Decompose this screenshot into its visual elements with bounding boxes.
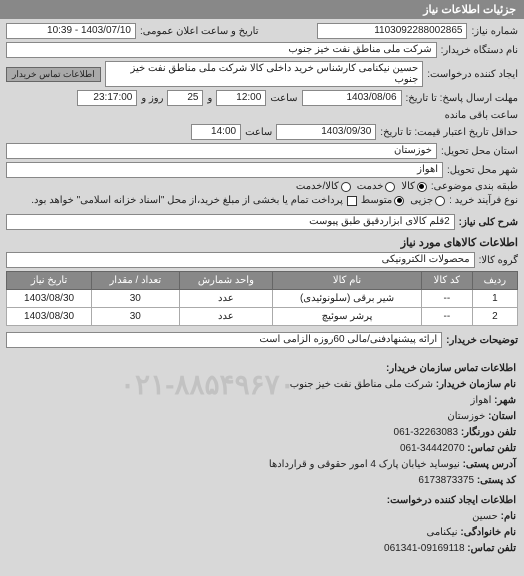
valid-label: حداقل تاریخ اعتبار قیمت: تا تاریخ: xyxy=(380,127,518,138)
radio-icon xyxy=(385,182,395,192)
cell: پرشر سوئیچ xyxy=(273,308,422,326)
ln-label: نام خانوادگی: xyxy=(460,527,516,538)
req-title: اطلاعات ایجاد کننده درخواست: xyxy=(8,493,516,509)
radio-proc-med[interactable]: متوسط xyxy=(361,195,404,206)
radio-icon xyxy=(417,182,427,192)
addr-label: آدرس پستی: xyxy=(463,459,516,470)
radio-proc-med-label: متوسط xyxy=(361,195,392,206)
org-label: نام سازمان خریدار: xyxy=(436,379,516,390)
resp-rem-lbl: روز و xyxy=(141,93,163,104)
contact-city-label: شهر: xyxy=(494,395,516,406)
resp-hour-value: 12:00 xyxy=(216,90,266,106)
radio-khadamat[interactable]: خدمت xyxy=(357,181,396,192)
group-value: محصولات الکترونیکی xyxy=(6,252,475,268)
cell: 30 xyxy=(92,308,179,326)
valid-date-value: 1403/09/30 xyxy=(276,124,376,140)
radio-proc-small[interactable]: جزیی xyxy=(410,195,445,206)
requester-label: ایجاد کننده درخواست: xyxy=(427,69,518,80)
radio-icon xyxy=(394,196,404,206)
resp-hour-label: ساعت xyxy=(270,93,297,104)
fax-label: تلفن دورنگار: xyxy=(461,427,516,438)
radio-icon xyxy=(435,196,445,206)
items-table: ردیف کد کالا نام کالا واحد شمارش تعداد /… xyxy=(6,271,518,326)
valid-hour-value: 14:00 xyxy=(191,124,241,140)
radio-khadamat-label: خدمت xyxy=(357,181,384,192)
contact-prov-value: خوزستان xyxy=(447,411,485,422)
ln-value: نیکنامی xyxy=(426,527,457,538)
radio-both-label: کالا/خدمت xyxy=(296,181,339,192)
col-unit: واحد شمارش xyxy=(179,272,273,290)
radio-kala[interactable]: کالا xyxy=(401,181,427,192)
col-qty: تعداد / مقدار xyxy=(92,272,179,290)
buyer-name-value: شرکت ملی مناطق نفت خیز جنوب xyxy=(6,42,437,58)
valid-hour-label: ساعت xyxy=(245,127,272,138)
post-label: کد پستی: xyxy=(477,475,516,486)
table-row: 2 -- پرشر سوئیچ عدد 30 1403/08/30 xyxy=(7,308,518,326)
cell: -- xyxy=(421,308,472,326)
cell: 1 xyxy=(472,290,517,308)
buyer-contact-button[interactable]: اطلاعات تماس خریدار xyxy=(6,67,101,82)
col-code: کد کالا xyxy=(421,272,472,290)
radio-icon xyxy=(341,182,351,192)
radio-kala-label: کالا xyxy=(401,181,415,192)
contact-title: اطلاعات تماس سازمان خریدار: xyxy=(8,361,516,377)
ctel-value: 09169118-061341 xyxy=(384,543,464,554)
cell: 1403/08/30 xyxy=(7,308,92,326)
cell: 2 xyxy=(472,308,517,326)
col-row: ردیف xyxy=(472,272,517,290)
province-value: خوزستان xyxy=(6,143,437,159)
need-no-label: شماره نیاز: xyxy=(471,26,518,37)
cell: -- xyxy=(421,290,472,308)
fax-value: 32263083-061 xyxy=(394,427,459,438)
category-label: طبقه بندی موضوعی: xyxy=(431,181,518,192)
addr-value: نیوساید خیابان پارک 4 امور حقوقی و قرارد… xyxy=(269,459,460,470)
table-header-row: ردیف کد کالا نام کالا واحد شمارش تعداد /… xyxy=(7,272,518,290)
contact-city-value: اهواز xyxy=(471,395,492,406)
pub-date-label: تاریخ و ساعت اعلان عمومی: xyxy=(140,26,259,37)
resp-rem-sfx: ساعت باقی مانده xyxy=(445,110,518,121)
resp-rem-hour-value: 23:17:00 xyxy=(77,90,137,106)
buyer-name-label: نام دستگاه خریدار: xyxy=(441,45,518,56)
table-row: 1 -- شیر برقی (سلونوئیدی) عدد 30 1403/08… xyxy=(7,290,518,308)
buyer-note-label: توضیحات خریدار: xyxy=(446,335,518,346)
resp-date-value: 1403/08/06 xyxy=(302,90,402,106)
province-label: استان محل تحویل: xyxy=(441,146,518,157)
cell: عدد xyxy=(179,308,273,326)
radio-proc-small-label: جزیی xyxy=(410,195,433,206)
radio-both[interactable]: کالا/خدمت xyxy=(296,181,351,192)
col-name: نام کالا xyxy=(273,272,422,290)
panel-header: جزئیات اطلاعات نیاز xyxy=(0,0,524,19)
category-radio-group: کالا خدمت کالا/خدمت xyxy=(296,181,427,192)
pub-date-value: 1403/07/10 - 10:39 xyxy=(6,23,136,39)
group-label: گروه کالا: xyxy=(479,255,518,266)
post-value: 6173873375 xyxy=(418,475,474,486)
org-value: شرکت ملی مناطق نفت خیز جنوب xyxy=(290,379,433,390)
fn-value: حسین xyxy=(472,511,498,522)
tel-label: تلفن تماس: xyxy=(467,443,516,454)
requester-value: حسین نیکنامی کارشناس خرید داخلی کالا شرک… xyxy=(105,61,424,87)
buyer-note-value: ارائه پیشنهادفنی/مالی 60روزه الزامی است xyxy=(6,332,442,348)
contact-prov-label: استان: xyxy=(488,411,516,422)
need-no-value: 1103092288002865 xyxy=(317,23,467,39)
resp-days-value: 25 xyxy=(167,90,203,106)
cell: 30 xyxy=(92,290,179,308)
cell: عدد xyxy=(179,290,273,308)
tel-value: 34442070-061 xyxy=(400,443,465,454)
resp-deadline-label: مهلت ارسال پاسخ: تا تاریخ: xyxy=(406,93,518,104)
proc-checkbox[interactable] xyxy=(347,196,357,206)
general-label: شرح کلی نیاز: xyxy=(459,217,518,228)
city-value: اهواز xyxy=(6,162,443,178)
ctel-label: تلفن تماس: xyxy=(467,543,516,554)
proc-note: پرداخت تمام یا بخشی از مبلغ خرید،از محل … xyxy=(31,195,343,206)
proc-radio-group: جزیی متوسط xyxy=(361,195,445,206)
cell: 1403/08/30 xyxy=(7,290,92,308)
resp-day-sep: و xyxy=(207,93,212,104)
cell: شیر برقی (سلونوئیدی) xyxy=(273,290,422,308)
proc-label: نوع فرآیند خرید : xyxy=(449,195,518,206)
fn-label: نام: xyxy=(501,511,516,522)
city-label: شهر محل تحویل: xyxy=(447,165,518,176)
items-section-title: اطلاعات کالاهای مورد نیاز xyxy=(6,236,518,249)
general-value: 2قلم کالای ابزاردقیق طبق پیوست xyxy=(6,214,455,230)
col-date: تاریخ نیاز xyxy=(7,272,92,290)
